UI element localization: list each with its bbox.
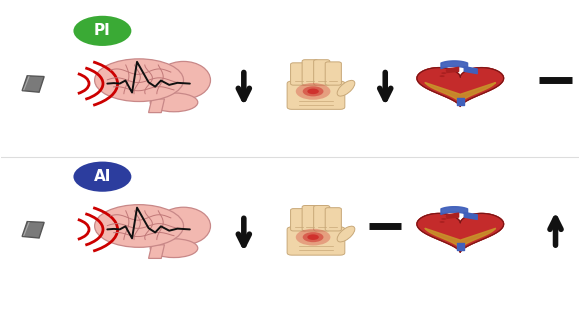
Ellipse shape <box>445 216 451 218</box>
Ellipse shape <box>296 229 331 245</box>
Ellipse shape <box>445 70 451 72</box>
FancyBboxPatch shape <box>302 206 318 231</box>
FancyBboxPatch shape <box>325 62 342 85</box>
Polygon shape <box>417 213 503 252</box>
Ellipse shape <box>150 239 198 258</box>
Polygon shape <box>425 228 496 249</box>
Polygon shape <box>148 99 165 113</box>
Polygon shape <box>22 76 44 92</box>
FancyBboxPatch shape <box>291 209 307 231</box>
Ellipse shape <box>157 207 211 245</box>
Ellipse shape <box>150 93 198 112</box>
Ellipse shape <box>337 80 355 96</box>
Ellipse shape <box>294 99 338 108</box>
Polygon shape <box>425 82 496 103</box>
FancyBboxPatch shape <box>314 60 330 85</box>
Ellipse shape <box>95 205 183 247</box>
FancyBboxPatch shape <box>325 208 342 231</box>
Ellipse shape <box>441 72 447 74</box>
Ellipse shape <box>307 89 319 94</box>
Ellipse shape <box>307 234 319 240</box>
Ellipse shape <box>157 61 211 99</box>
Circle shape <box>72 15 132 47</box>
Ellipse shape <box>303 232 324 242</box>
FancyBboxPatch shape <box>302 60 318 85</box>
Ellipse shape <box>303 86 324 96</box>
Text: PI: PI <box>94 23 111 38</box>
FancyBboxPatch shape <box>314 206 330 231</box>
Polygon shape <box>417 68 503 106</box>
Polygon shape <box>417 213 503 252</box>
Text: AI: AI <box>94 169 111 184</box>
Ellipse shape <box>337 226 355 242</box>
FancyBboxPatch shape <box>287 227 345 255</box>
Polygon shape <box>148 245 165 259</box>
Ellipse shape <box>296 83 331 100</box>
Polygon shape <box>417 68 503 106</box>
Polygon shape <box>22 222 44 238</box>
Ellipse shape <box>294 245 338 254</box>
Ellipse shape <box>95 59 183 101</box>
Ellipse shape <box>441 218 447 220</box>
Ellipse shape <box>440 221 445 223</box>
Circle shape <box>72 161 132 193</box>
Ellipse shape <box>440 75 445 77</box>
FancyBboxPatch shape <box>291 63 307 85</box>
FancyBboxPatch shape <box>287 81 345 109</box>
